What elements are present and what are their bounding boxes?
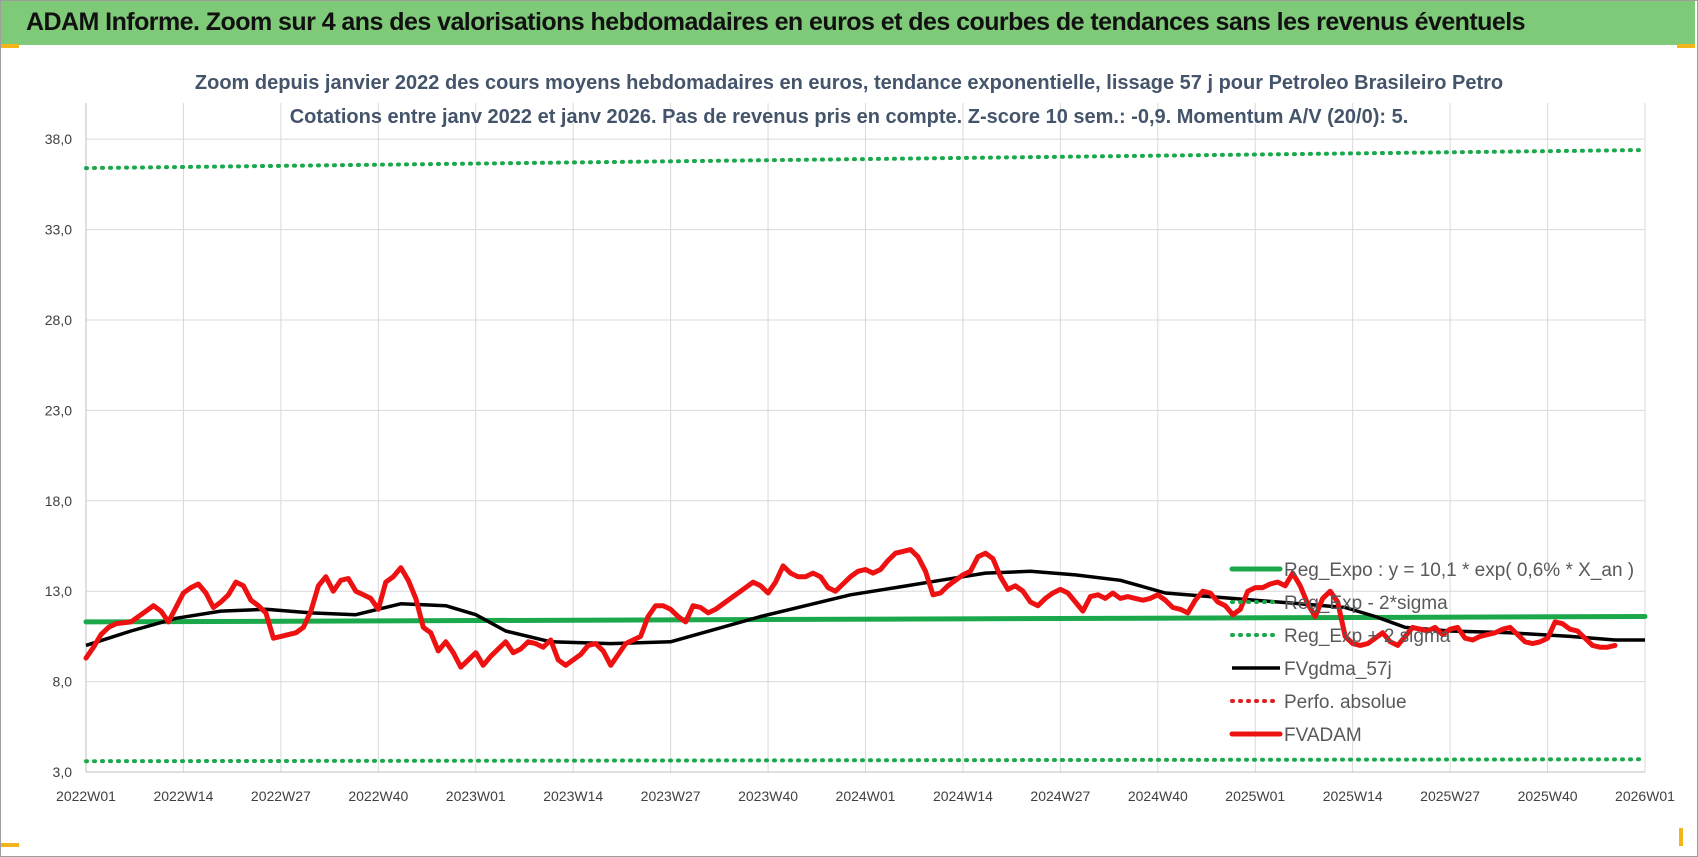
series-reg-expo	[83, 614, 1648, 625]
x-tick-label: 2023W40	[738, 788, 798, 804]
y-tick-label: 18,0	[45, 493, 72, 509]
legend-label: Reg_Expo : y = 10,1 * exp( 0,6% * X_an )	[1284, 560, 1634, 581]
y-tick-label: 28,0	[45, 312, 72, 328]
y-tick-label: 38,0	[45, 131, 72, 147]
legend-label: Perfo. absolue	[1284, 692, 1407, 713]
grid-lines	[85, 103, 1646, 773]
x-tick-label: 2023W27	[641, 788, 701, 804]
header-bar: ADAM Informe. Zoom sur 4 ans des valoris…	[1, 1, 1695, 45]
series-layer	[83, 148, 1648, 764]
x-tick-label: 2022W01	[56, 788, 116, 804]
x-tick-label: 2026W01	[1615, 788, 1675, 804]
y-tick-label: 3,0	[53, 764, 73, 780]
x-tick-label: 2022W14	[153, 788, 213, 804]
series-fvadam	[83, 547, 1618, 670]
legend-label: FVgdma_57j	[1284, 659, 1392, 680]
x-tick-label: 2022W27	[251, 788, 311, 804]
chart-subtitle: Cotations entre janv 2022 et janv 2026. …	[290, 106, 1409, 128]
chart-title: Zoom depuis janvier 2022 des cours moyen…	[195, 72, 1503, 94]
legend-label: Reg_Exp + 2 sigma	[1284, 626, 1451, 647]
x-tick-label: 2024W27	[1030, 788, 1090, 804]
x-tick-label: 2024W14	[933, 788, 993, 804]
corner-marker-top-right	[1677, 44, 1695, 48]
y-tick-label: 33,0	[45, 222, 72, 238]
x-tick-label: 2025W40	[1518, 788, 1578, 804]
x-tick-label: 2024W01	[836, 788, 896, 804]
y-tick-label: 8,0	[53, 674, 73, 690]
x-tick-label: 2023W14	[543, 788, 603, 804]
legend: Reg_Expo : y = 10,1 * exp( 0,6% * X_an )…	[1229, 560, 1634, 746]
x-tick-label: 2025W14	[1323, 788, 1383, 804]
page-title: ADAM Informe. Zoom sur 4 ans des valoris…	[26, 8, 1526, 36]
corner-marker-bottom-left	[1, 843, 19, 847]
corner-marker-bottom-right	[1679, 828, 1683, 846]
axis-labels: 3,0 8,0 13,0 18,0 23,0 28,0 33,0 38,0 2022W01 202…	[45, 131, 1675, 804]
x-tick-label: 2025W01	[1225, 788, 1285, 804]
x-tick-label: 2022W40	[348, 788, 408, 804]
legend-label: FVADAM	[1284, 725, 1362, 746]
x-tick-label: 2025W27	[1420, 788, 1480, 804]
legend-label: Reg_Exp - 2*sigma	[1284, 593, 1448, 614]
y-tick-label: 23,0	[45, 402, 72, 418]
x-tick-label: 2024W40	[1128, 788, 1188, 804]
y-tick-label: 13,0	[45, 583, 72, 599]
x-tick-label: 2023W01	[446, 788, 506, 804]
series-fvgdma-57j	[85, 569, 1645, 648]
corner-marker-top-left	[1, 44, 19, 48]
